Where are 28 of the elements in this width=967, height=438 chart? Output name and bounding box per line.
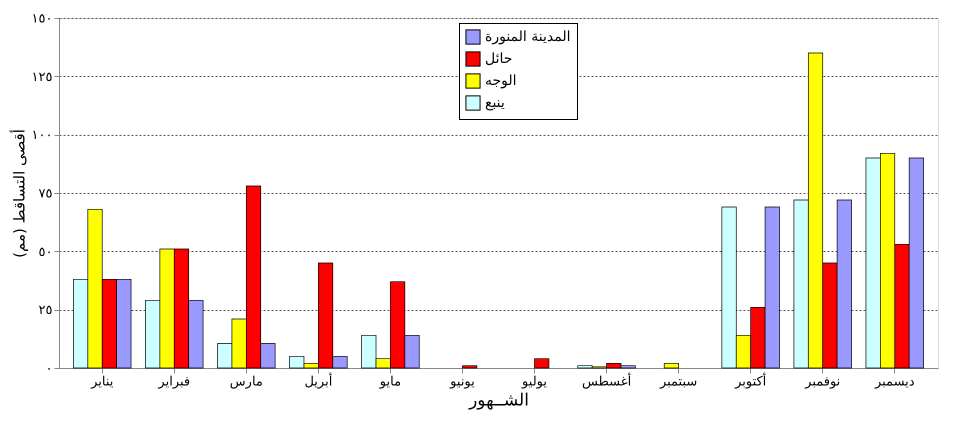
x-axis-title: الشــهور: [468, 390, 529, 410]
x-tick-label: يناير: [90, 374, 114, 390]
x-tick-label: نوفمبر: [804, 374, 840, 390]
y-tick-label: ٢٥: [38, 303, 53, 318]
bar: [462, 365, 478, 368]
y-axis-title: أقصى التساقط (مم): [10, 129, 29, 258]
y-tick-label: ١٠٠: [32, 128, 52, 144]
legend-label: الوجه: [485, 73, 517, 89]
y-tick-label: ١٥٠: [32, 12, 52, 26]
x-tick-label: أكتوبر: [734, 372, 766, 390]
x-tick-label: أبريل: [304, 372, 332, 390]
x-tick-label: يوليو: [521, 374, 548, 390]
y-tick-label: ٥٠: [38, 244, 52, 260]
x-tick-label: يونيو: [449, 374, 476, 390]
bar: [534, 358, 550, 368]
x-tick-label: فبراير: [157, 374, 190, 390]
x-tick-label: مارس: [230, 374, 263, 390]
y-tick-label: ١٢٥: [32, 70, 53, 85]
y-tick-label: ٧٥: [38, 186, 53, 202]
legend-label: المدينة المنورة: [485, 29, 570, 45]
legend-label: ينبع: [485, 95, 505, 111]
legend-label: حائل: [485, 51, 512, 67]
x-tick-label: ديسمبر: [874, 374, 915, 390]
bar: [664, 362, 679, 368]
x-tick-label: أغسطس: [582, 372, 632, 390]
y-tick-label: ٠: [46, 362, 52, 376]
x-tick-label: سبتمبر: [658, 374, 698, 390]
x-tick-label: مايو: [378, 374, 402, 390]
